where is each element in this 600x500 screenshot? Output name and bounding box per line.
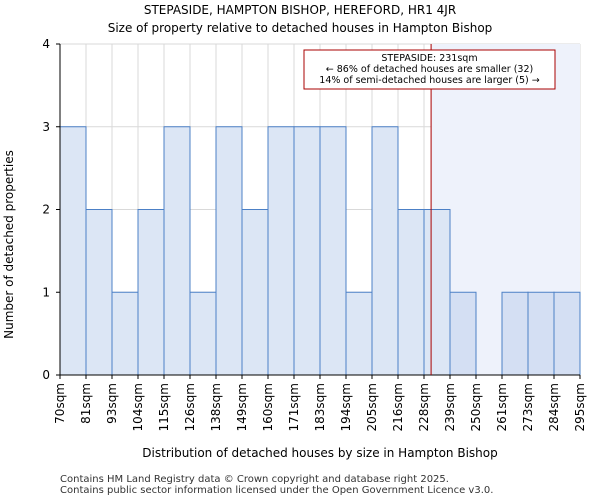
y-tick-label: 2: [42, 203, 50, 217]
x-tick-label: 104sqm: [131, 383, 145, 431]
x-tick-label: 171sqm: [287, 383, 301, 431]
histogram-bar: [527, 291, 555, 376]
chart-title: STEPASIDE, HAMPTON BISHOP, HEREFORD, HR1…: [143, 3, 457, 17]
histogram-bar: [215, 126, 243, 376]
histogram-bar: [85, 209, 113, 376]
x-tick-label: 261sqm: [495, 383, 509, 431]
x-tick-labels: 70sqm 81sqm 93sqm 104sqm 115sqm 126sqm 138sqm 1…: [53, 383, 587, 431]
x-tick-label: 216sqm: [391, 383, 405, 431]
y-tick-label: 3: [42, 120, 50, 134]
x-tick-label: 70sqm: [53, 383, 67, 424]
x-tick-label: 81sqm: [79, 383, 93, 424]
x-tick-label: 250sqm: [469, 383, 483, 431]
x-tick-label: 228sqm: [417, 383, 431, 431]
x-tick-label: 295sqm: [573, 383, 587, 431]
annotation-line: ← 86% of detached houses are smaller (32…: [326, 64, 533, 75]
histogram-bar: [189, 291, 217, 376]
y-tick-label: 4: [42, 37, 50, 51]
histogram-bar: [137, 209, 165, 376]
histogram-bar: [501, 291, 529, 376]
histogram-bar: [423, 209, 451, 376]
histogram-bar: [449, 291, 477, 376]
histogram-bar: [345, 291, 373, 376]
x-tick-label: 115sqm: [157, 383, 171, 431]
histogram-bar: [241, 209, 269, 376]
annotation-box: [303, 49, 556, 90]
x-tick-label: 160sqm: [261, 383, 275, 431]
histogram-bar: [397, 209, 425, 376]
annotation-line: STEPASIDE: 231sqm: [381, 53, 477, 64]
x-tick-label: 239sqm: [443, 383, 457, 431]
x-tick-label: 273sqm: [521, 383, 535, 431]
x-tick-label: 138sqm: [209, 383, 223, 431]
y-tick-label: 1: [42, 285, 50, 299]
histogram-bar: [553, 291, 581, 376]
histogram-bar: [163, 126, 191, 376]
x-axis-label: Distribution of detached houses by size …: [142, 446, 497, 460]
footer-line-2: Contains public sector information licen…: [60, 485, 494, 496]
histogram-bar: [371, 126, 399, 376]
annotation-line: 14% of semi-detached houses are larger (…: [319, 75, 539, 86]
x-tick-label: 183sqm: [313, 383, 327, 431]
histogram-bar: [111, 291, 139, 376]
x-tick-label: 93sqm: [105, 383, 119, 424]
y-axis-label: Number of detached properties: [2, 150, 16, 339]
axes: [56, 43, 581, 379]
x-tick-label: 149sqm: [235, 383, 249, 431]
bars: [59, 126, 581, 376]
histogram-bar: [293, 126, 321, 376]
histogram-bar: [319, 126, 347, 376]
histogram-bar: [59, 126, 87, 376]
histogram-bar: [267, 126, 295, 376]
chart-subtitle: Size of property relative to detached ho…: [107, 21, 493, 35]
x-tick-label: 284sqm: [547, 383, 561, 431]
footer-line-1: Contains HM Land Registry data © Crown c…: [60, 474, 449, 485]
y-tick-label: 0: [42, 368, 50, 382]
x-tick-label: 205sqm: [365, 383, 379, 431]
x-tick-label: 194sqm: [339, 383, 353, 431]
marker-annotation: STEPASIDE: 231sqm← 86% of detached house…: [303, 49, 556, 90]
x-tick-label: 126sqm: [183, 383, 197, 431]
y-tick-labels: 0 1 2 3 4: [42, 37, 50, 382]
